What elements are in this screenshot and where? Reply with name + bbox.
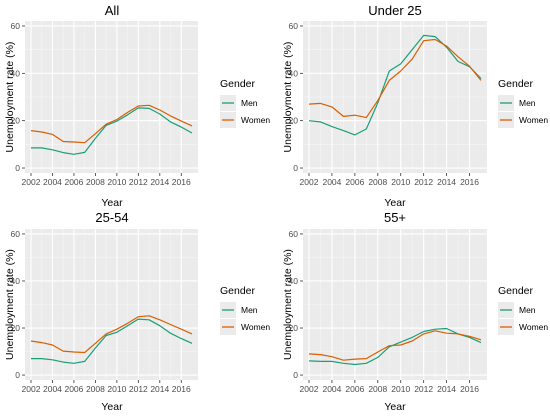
series-line-women: [308, 38, 482, 119]
y-tick-label: 40: [11, 276, 21, 286]
legend-label-women: Women: [519, 115, 548, 125]
legend-title: Gender: [498, 285, 534, 297]
legend: Gender Men Women: [498, 78, 548, 128]
legend-label-men: Men: [519, 98, 536, 108]
legend-label-men: Men: [241, 305, 258, 315]
y-axis-label: Unemployment rate (%): [282, 42, 294, 153]
x-tick-label: 2004: [322, 384, 341, 394]
x-axis-label: Year: [384, 401, 406, 413]
x-tick-label: 2008: [368, 177, 387, 187]
y-axis-label: Unemployment rate (%): [4, 249, 16, 360]
series-line-women: [30, 315, 193, 354]
y-tick-label: 0: [293, 370, 298, 380]
y-tick-label: 0: [15, 370, 20, 380]
x-tick-label: 2012: [414, 177, 433, 187]
x-tick-label: 2004: [322, 177, 341, 187]
panel-title: 55+: [384, 210, 406, 225]
y-tick-label: 20: [11, 323, 21, 333]
y-tick-label: 60: [289, 229, 299, 239]
y-tick-label: 0: [293, 163, 298, 173]
x-tick-label: 2006: [64, 177, 83, 187]
x-tick-label: 2016: [172, 384, 191, 394]
x-axis-label: Year: [101, 197, 123, 209]
x-tick-label: 2012: [129, 384, 148, 394]
x-tick-label: 2014: [150, 177, 169, 187]
x-tick-label: 2010: [391, 177, 410, 187]
x-tick-label: 2008: [86, 177, 105, 187]
x-tick-label: 2014: [437, 177, 456, 187]
series-line-women: [30, 104, 193, 144]
legend-label-women: Women: [241, 115, 270, 125]
y-tick-label: 20: [289, 116, 299, 126]
series-line-men: [31, 107, 193, 155]
x-tick-label: 2016: [460, 177, 479, 187]
legend: Gender Men Women: [498, 285, 548, 335]
legend-title: Gender: [220, 285, 256, 297]
x-tick-label: 2010: [107, 384, 126, 394]
y-tick-label: 20: [289, 323, 299, 333]
legend-label-men: Men: [519, 305, 536, 315]
legend: Gender Men Women: [220, 285, 270, 335]
x-tick-label: 2012: [129, 177, 148, 187]
chart-panel-3: 0 20 40 60 2002 2004 2006 2008 2010 2012 2014 2016 2…: [4, 210, 270, 413]
x-axis-label: Year: [384, 197, 406, 209]
legend-label-men: Men: [241, 98, 258, 108]
x-axis-label: Year: [101, 401, 123, 413]
legend-label-women: Women: [241, 322, 270, 332]
y-axis-label: Unemployment rate (%): [4, 42, 16, 153]
x-tick-label: 2002: [300, 384, 319, 394]
x-tick-label: 2002: [22, 177, 41, 187]
x-tick-label: 2006: [345, 384, 364, 394]
x-tick-label: 2006: [345, 177, 364, 187]
y-axis-label: Unemployment rate (%): [282, 249, 294, 360]
panel-title: All: [105, 3, 120, 18]
x-tick-label: 2012: [414, 384, 433, 394]
series-line-men: [308, 327, 482, 366]
chart-panel-1: 0 20 40 60 2002 2004 2006 2008 2010 2012 2014 2016 A…: [4, 3, 270, 209]
y-tick-label: 40: [289, 68, 299, 78]
chart-panel-4: 0 20 40 60 2002 2004 2006 2008 2010 2012 2014 2016 5…: [282, 210, 548, 413]
series-line-men: [31, 318, 193, 364]
panel-title: Under 25: [368, 3, 421, 18]
x-tick-label: 2006: [64, 384, 83, 394]
x-tick-label: 2014: [437, 384, 456, 394]
x-tick-label: 2010: [391, 384, 410, 394]
x-tick-label: 2002: [300, 177, 319, 187]
x-tick-label: 2004: [43, 177, 62, 187]
chart-panel-2: 0 20 40 60 2002 2004 2006 2008 2010 2012 2014 2016 U…: [282, 3, 548, 209]
x-tick-label: 2002: [22, 384, 41, 394]
y-tick-label: 60: [289, 21, 299, 31]
x-tick-label: 2016: [460, 384, 479, 394]
legend-title: Gender: [498, 78, 534, 90]
y-tick-label: 60: [11, 21, 21, 31]
legend-label-women: Women: [519, 322, 548, 332]
legend: Gender Men Women: [220, 78, 270, 128]
legend-title: Gender: [220, 78, 256, 90]
x-tick-label: 2004: [43, 384, 62, 394]
y-tick-label: 40: [289, 276, 299, 286]
x-tick-label: 2016: [172, 177, 191, 187]
y-tick-label: 40: [11, 68, 21, 78]
series-line-men: [308, 34, 482, 136]
x-tick-label: 2010: [107, 177, 126, 187]
y-tick-label: 60: [11, 229, 21, 239]
panel-title: 25-54: [95, 210, 128, 225]
y-tick-label: 0: [15, 163, 20, 173]
x-tick-label: 2014: [150, 384, 169, 394]
x-tick-label: 2008: [86, 384, 105, 394]
series-line-women: [308, 330, 482, 361]
x-tick-label: 2008: [368, 384, 387, 394]
y-tick-label: 20: [11, 116, 21, 126]
